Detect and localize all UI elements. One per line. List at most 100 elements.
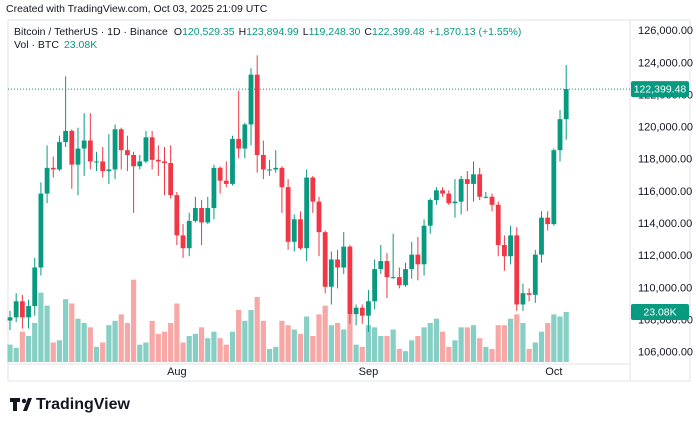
y-tick-label: 110,000.00: [638, 282, 692, 294]
volume-bar: [402, 351, 409, 362]
candle-body: [155, 159, 161, 162]
legend-change: +1,870.13 (+1.55%): [429, 26, 522, 38]
volume-bar: [372, 327, 378, 362]
candle-body: [217, 167, 223, 181]
volume-bar: [56, 340, 63, 362]
candle-body: [180, 235, 186, 249]
volume-bar: [409, 340, 415, 362]
candle-body: [464, 179, 470, 184]
candle-body: [75, 148, 81, 165]
volume-legend: Vol · BTC 23.08K: [14, 39, 97, 51]
volume-bar: [328, 325, 334, 362]
volume-bar: [236, 310, 242, 362]
candle-body: [557, 119, 563, 151]
legend-value: 120,529.35: [182, 26, 235, 38]
candle-body: [409, 254, 415, 270]
y-tick-label: 126,000.00: [638, 25, 693, 37]
candle-body: [279, 167, 285, 188]
candle-body: [38, 193, 44, 268]
volume-bar: [557, 316, 563, 362]
legend-key: C: [364, 26, 372, 38]
volume-bar: [161, 331, 168, 362]
volume-bar: [87, 327, 93, 362]
volume-bar: [81, 323, 87, 362]
volume-bar: [198, 327, 205, 362]
candle-body: [526, 293, 532, 295]
candle-body: [366, 301, 371, 316]
candle-body: [223, 180, 229, 184]
volume-bar: [563, 311, 569, 362]
volume-bar: [223, 344, 229, 362]
candle-body: [32, 267, 38, 307]
candle-body: [13, 301, 19, 318]
candle-body: [322, 232, 328, 287]
volume-bar: [180, 342, 186, 362]
volume-bar: [440, 331, 446, 362]
volume-bar: [229, 331, 236, 362]
candle-body: [81, 140, 87, 149]
candle-body: [335, 259, 340, 268]
last-price-label: 122,399.48: [634, 83, 687, 95]
volume-bar: [297, 333, 304, 362]
candle-body: [434, 190, 439, 200]
volume-bar: [322, 305, 328, 362]
candle-body: [328, 259, 334, 287]
candle-body: [94, 161, 99, 163]
volume-bar: [365, 325, 372, 362]
legend-key: L: [303, 26, 309, 38]
candle-body: [106, 169, 112, 172]
candle-body: [341, 246, 347, 268]
volume-bar: [477, 338, 483, 362]
candle-body: [236, 138, 242, 149]
y-tick-label: 114,000.00: [638, 218, 692, 230]
volume-bar: [124, 323, 131, 362]
y-tick-label: 124,000.00: [638, 57, 693, 69]
candle-body: [415, 254, 421, 265]
candle-body: [427, 200, 433, 226]
candle-body: [452, 201, 458, 204]
symbol: Bitcoin / TetherUS · 1D · Binance: [14, 26, 168, 38]
candle-body: [273, 167, 279, 170]
volume-bar: [421, 327, 427, 362]
volume-bar: [514, 314, 520, 362]
volume-bar: [526, 349, 532, 362]
volume-bar: [464, 327, 470, 362]
legend-key: O: [174, 26, 182, 38]
candle-body: [421, 225, 427, 265]
y-tick-label: 106,000.00: [638, 347, 693, 359]
volume-bar: [501, 325, 507, 362]
candle-body: [520, 293, 526, 305]
volume-bar: [433, 318, 440, 362]
volume-bar: [334, 323, 341, 362]
candle-body: [508, 235, 513, 257]
volume-bar: [155, 333, 161, 362]
legend-value: 119,248.30: [309, 26, 361, 38]
candle-body: [396, 277, 402, 286]
volume-bar: [347, 314, 353, 362]
volume-bar: [285, 325, 291, 362]
volume-bar: [106, 325, 112, 362]
candle-body: [563, 89, 569, 120]
volume-bar: [192, 333, 198, 362]
volume-last: 23.08K: [64, 39, 97, 51]
volume-bar: [291, 329, 297, 362]
volume-bar: [520, 323, 526, 362]
legend-key: H: [239, 26, 247, 38]
brand: TradingView: [36, 396, 131, 413]
candle-body: [267, 169, 272, 171]
volume-bar: [168, 323, 174, 362]
volume-bar: [44, 305, 50, 362]
candle-body: [230, 138, 235, 184]
candle-body: [193, 208, 198, 221]
volume-bar: [50, 342, 56, 362]
candle-body: [285, 187, 291, 242]
candle-body: [514, 235, 520, 305]
volume-bar: [19, 331, 25, 362]
candle-body: [384, 261, 390, 278]
volume-bar: [149, 320, 155, 362]
volume-bar: [266, 349, 273, 362]
candle-body: [143, 137, 149, 162]
candle-body: [539, 217, 544, 255]
candle-body: [26, 306, 31, 318]
